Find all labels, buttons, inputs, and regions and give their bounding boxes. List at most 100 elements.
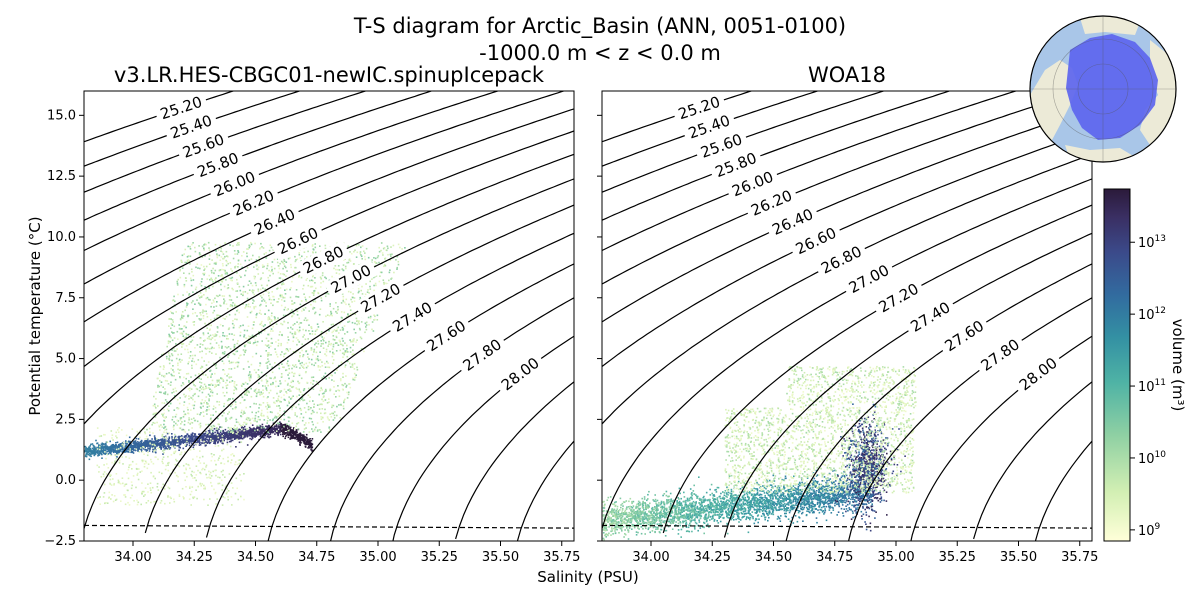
ts-point — [246, 390, 249, 393]
ts-point — [197, 440, 199, 443]
ts-point — [118, 450, 121, 453]
ts-point — [226, 431, 229, 433]
ts-point — [194, 385, 197, 387]
ts-point — [391, 253, 393, 256]
ts-point — [142, 444, 144, 446]
ts-point — [352, 296, 354, 299]
ts-point — [291, 276, 294, 279]
ts-point — [249, 437, 251, 440]
ts-point — [324, 399, 327, 401]
ts-point — [187, 412, 189, 414]
ts-point — [322, 400, 325, 402]
ts-point — [380, 271, 383, 274]
ts-point — [144, 487, 147, 489]
ts-point — [397, 263, 400, 266]
ts-point — [280, 342, 282, 345]
ts-point — [136, 441, 139, 443]
ts-point — [169, 318, 171, 320]
ts-point — [261, 324, 263, 327]
ts-point — [103, 445, 106, 447]
ts-point — [201, 391, 204, 394]
ts-point — [193, 417, 195, 420]
ts-point — [154, 439, 157, 442]
ts-point — [347, 290, 350, 293]
ts-point — [223, 412, 225, 414]
ts-point — [249, 371, 251, 373]
ts-point — [160, 424, 162, 426]
ts-point — [332, 345, 335, 348]
ts-point — [85, 455, 88, 458]
ts-point — [211, 455, 213, 458]
ts-point — [228, 473, 231, 475]
ts-point — [249, 342, 251, 344]
ts-point — [190, 340, 192, 343]
ts-point — [271, 261, 274, 263]
ts-point — [255, 371, 257, 374]
ts-point — [292, 430, 294, 433]
ts-point — [199, 456, 201, 459]
ts-point — [309, 440, 311, 442]
ts-point — [222, 257, 224, 260]
ts-point — [195, 266, 197, 269]
ts-point — [285, 348, 288, 351]
ts-point — [200, 485, 202, 487]
ts-point — [230, 433, 233, 436]
ts-point — [265, 337, 268, 340]
ts-point — [198, 373, 200, 375]
ts-point — [265, 362, 267, 364]
ts-point — [141, 442, 144, 445]
ts-point — [206, 442, 208, 444]
ts-point — [345, 303, 347, 306]
ts-point — [100, 452, 103, 455]
ts-point — [155, 391, 157, 394]
ts-point — [208, 405, 211, 407]
ts-point — [271, 312, 273, 315]
ts-point — [259, 288, 262, 291]
ts-point — [183, 414, 186, 416]
ts-point — [187, 421, 190, 424]
ts-point — [278, 426, 281, 429]
ts-point — [277, 301, 279, 303]
ts-point — [324, 366, 327, 368]
ts-point — [234, 407, 237, 410]
ts-point — [199, 343, 202, 345]
ts-point — [228, 328, 230, 330]
ts-point — [251, 335, 253, 338]
ts-point — [312, 280, 314, 282]
ts-point — [283, 353, 286, 355]
ts-point — [228, 294, 231, 297]
ts-point — [341, 328, 344, 330]
ts-point — [121, 442, 124, 444]
ts-point — [352, 293, 354, 295]
ts-point — [351, 364, 354, 366]
ts-point — [335, 302, 337, 304]
ts-point — [180, 342, 183, 345]
ts-point — [248, 377, 251, 379]
ts-point — [317, 359, 320, 362]
ts-point — [245, 337, 247, 339]
ts-point — [292, 303, 294, 305]
ts-point — [213, 362, 215, 365]
ts-point — [253, 307, 255, 310]
ts-point — [98, 444, 100, 447]
ts-point — [217, 423, 220, 425]
ts-point — [313, 290, 315, 292]
ts-point — [330, 323, 333, 326]
ts-point — [277, 385, 280, 387]
ts-point — [299, 362, 302, 365]
ts-point — [225, 484, 228, 487]
ts-point — [337, 308, 339, 311]
ts-point — [167, 409, 170, 412]
ts-point — [294, 428, 296, 430]
ts-point — [304, 442, 307, 445]
ts-point — [230, 430, 232, 432]
ts-point — [297, 428, 300, 430]
ts-point — [325, 388, 327, 391]
ts-point — [347, 313, 349, 315]
ts-point — [199, 381, 201, 383]
ts-point — [210, 319, 212, 321]
ts-point — [183, 423, 186, 426]
ts-point — [281, 426, 283, 429]
ts-point — [180, 435, 183, 438]
ts-point — [383, 282, 386, 284]
